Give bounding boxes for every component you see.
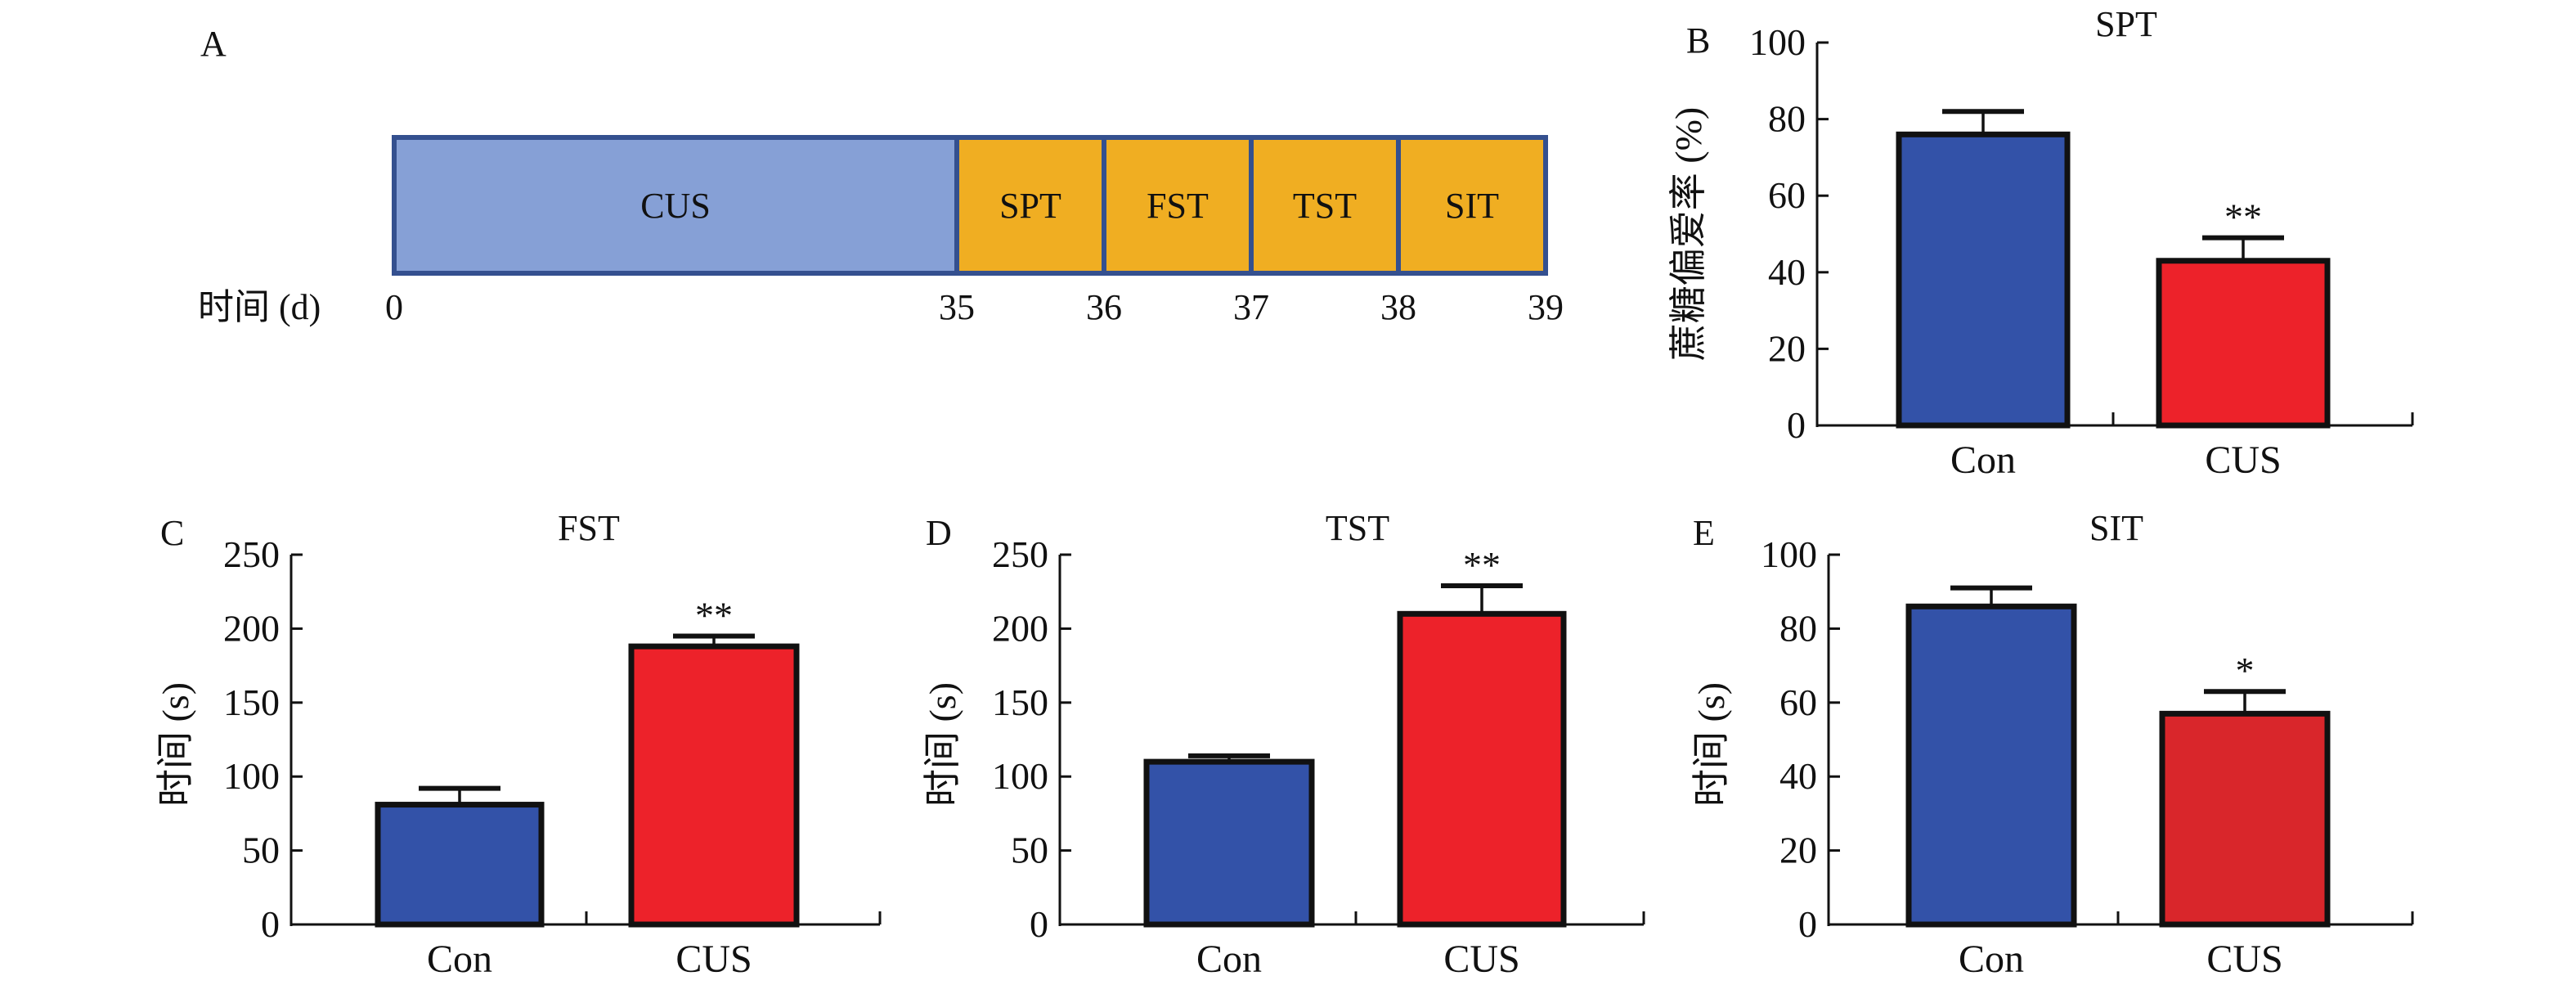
y-axis-label: 蔗糖偏爱率 (%) (1667, 107, 1709, 361)
y-axis-label: 时间 (s) (1690, 682, 1732, 807)
y-tick-label: 50 (242, 830, 280, 871)
timeline-tick-label: 0 (385, 287, 403, 327)
timeline-tick-labels: 0 35 36 37 38 39 (385, 287, 1564, 327)
y-tick-label: 20 (1779, 830, 1817, 871)
bar-cus (1397, 610, 1567, 928)
timeline-phase-cus (392, 135, 959, 276)
y-tick-label: 60 (1768, 174, 1806, 216)
panel-d-tst-chart: D TST 时间 (s) 0 50 100 150 200 250 Con ** CUS (922, 508, 1645, 981)
panel-a-timeline: A CUS SPT FST TST SIT 时间 (d) 0 35 36 37 38 39 (198, 24, 1564, 327)
bar-cus (2156, 258, 2331, 429)
y-tick-label: 50 (1011, 830, 1048, 871)
y-tick-label: 150 (223, 681, 280, 723)
y-tick-label: 250 (223, 533, 280, 575)
timeline-tick-label: 36 (1086, 287, 1122, 327)
y-tick-label: 0 (1787, 404, 1806, 446)
y-tick-label: 80 (1779, 607, 1817, 649)
y-tick-label: 20 (1768, 327, 1806, 369)
panel-label: A (200, 24, 227, 64)
timeline-phase-label: CUS (640, 186, 711, 226)
x-tick-label: CUS (2206, 938, 2282, 981)
y-axis-label: 时间 (s) (155, 682, 196, 807)
x-tick-label: CUS (1443, 938, 1519, 981)
timeline-phases: CUS SPT FST TST SIT (392, 135, 1548, 276)
plot-area: 0 20 40 60 80 100 Con ** CUS (1749, 21, 2414, 482)
plot-area: 0 50 100 150 200 250 Con ** CUS (223, 533, 882, 981)
y-tick-label: 40 (1779, 755, 1817, 797)
panel-c-fst-chart: C FST 时间 (s) 0 50 100 150 200 250 Con ** CUS (155, 508, 882, 981)
significance-marker: * (2236, 650, 2255, 691)
timeline-tick-label: 37 (1233, 287, 1269, 327)
bar-con (1896, 131, 2071, 429)
panel-label: B (1686, 20, 1710, 61)
timeline-phase-label: SIT (1445, 186, 1499, 226)
y-tick-label: 100 (1761, 533, 1817, 575)
timeline-phase-label: SPT (999, 186, 1061, 226)
chart-title: TST (1326, 508, 1389, 548)
y-tick-label: 250 (992, 533, 1048, 575)
chart-title: SPT (2095, 4, 2157, 44)
y-tick-label: 0 (1030, 903, 1048, 945)
x-tick-label: CUS (675, 938, 752, 981)
y-tick-label: 40 (1768, 251, 1806, 293)
bar-cus (628, 643, 800, 928)
timeline-axis-label: 时间 (d) (198, 287, 321, 327)
y-tick-label: 100 (1749, 21, 1806, 63)
panel-b-spt-chart: B SPT 蔗糖偏爱率 (%) 0 20 40 60 80 100 Con ** CUS (1667, 4, 2414, 482)
chart-title: SIT (2089, 508, 2143, 548)
bar-con (1143, 758, 1315, 928)
plot-area: 0 50 100 150 200 250 Con ** CUS (992, 533, 1645, 981)
timeline-phase-label: FST (1147, 186, 1209, 226)
bar-con (1905, 603, 2077, 928)
y-axis-label: 时间 (s) (922, 682, 963, 807)
bar-cus (2159, 710, 2331, 928)
timeline-phase-label: TST (1293, 186, 1357, 226)
y-tick-label: 0 (1798, 903, 1817, 945)
y-tick-label: 0 (261, 903, 280, 945)
panel-label: D (926, 513, 952, 553)
significance-marker: ** (1463, 544, 1501, 586)
y-tick-label: 60 (1779, 681, 1817, 723)
y-tick-label: 200 (223, 607, 280, 649)
panel-e-sit-chart: E SIT 时间 (s) 0 20 40 60 80 100 Con * CUS (1690, 508, 2414, 981)
x-tick-label: Con (1959, 938, 2024, 981)
timeline-phase-sit (1396, 135, 1548, 276)
x-tick-label: Con (1950, 439, 2016, 482)
significance-marker: ** (2224, 196, 2262, 238)
y-tick-label: 200 (992, 607, 1048, 649)
y-tick-label: 150 (992, 681, 1048, 723)
significance-marker: ** (695, 594, 733, 636)
panel-label: C (160, 513, 184, 553)
y-tick-label: 80 (1768, 98, 1806, 140)
y-tick-label: 100 (223, 755, 280, 797)
timeline-phase-fst (1102, 135, 1254, 276)
timeline-tick-label: 39 (1528, 287, 1564, 327)
x-tick-label: CUS (2205, 439, 2281, 482)
plot-area: 0 20 40 60 80 100 Con * CUS (1761, 533, 2414, 981)
panel-label: E (1693, 513, 1715, 553)
timeline-phase-spt (954, 135, 1106, 276)
bar-con (375, 802, 545, 928)
y-tick-label: 100 (992, 755, 1048, 797)
chart-title: FST (558, 508, 620, 548)
x-tick-label: Con (427, 938, 492, 981)
x-tick-label: Con (1196, 938, 1262, 981)
timeline-tick-label: 35 (939, 287, 975, 327)
timeline-tick-label: 38 (1380, 287, 1416, 327)
